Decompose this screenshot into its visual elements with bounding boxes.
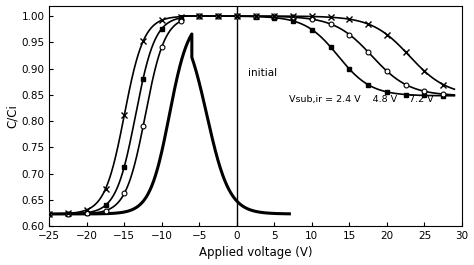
Y-axis label: C/Ci: C/Ci xyxy=(6,104,18,128)
Text: initial: initial xyxy=(248,68,277,78)
Text: Vsub,ir = 2.4 V    4.8 V    7.2 V: Vsub,ir = 2.4 V 4.8 V 7.2 V xyxy=(289,95,434,104)
X-axis label: Applied voltage (V): Applied voltage (V) xyxy=(199,246,312,259)
